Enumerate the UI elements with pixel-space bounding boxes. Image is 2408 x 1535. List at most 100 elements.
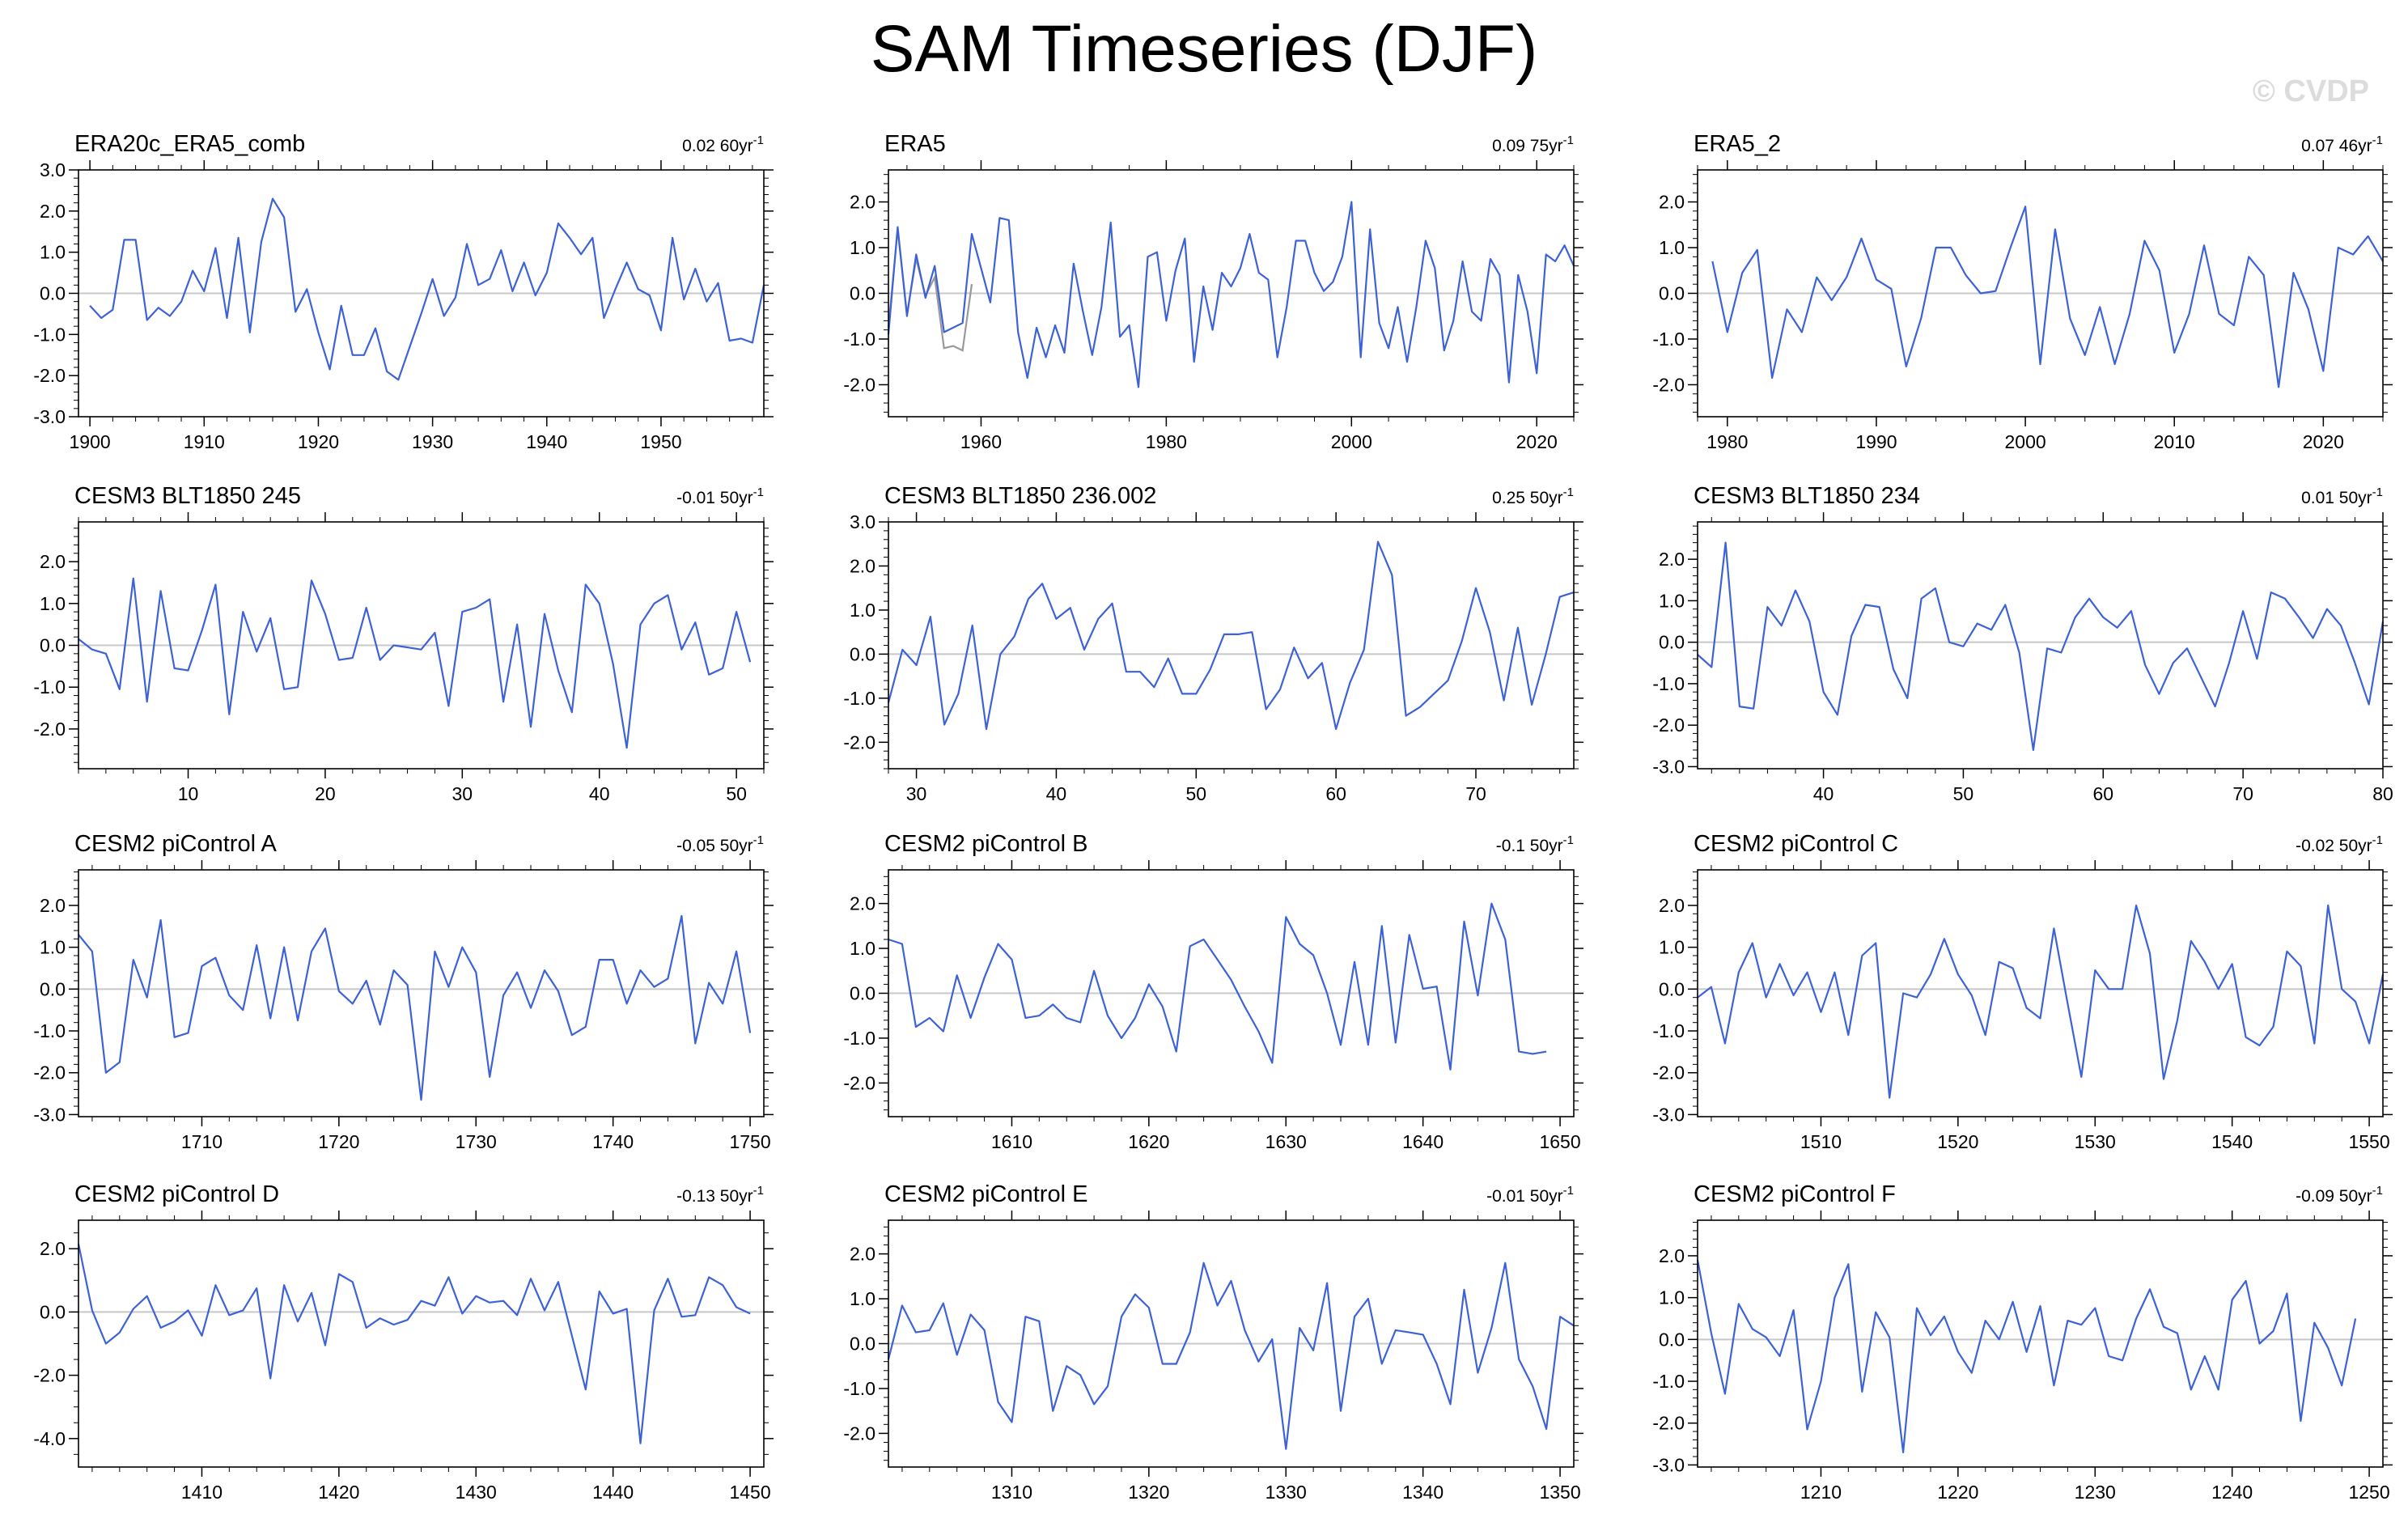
- x-tick-label: 40: [589, 783, 610, 804]
- trend-value: 0.07 46yr: [2301, 137, 2372, 155]
- y-tick-label: 3.0: [40, 159, 66, 180]
- y-tick-label: 2.0: [1659, 1245, 1685, 1266]
- x-tick-label: 1610: [991, 1131, 1032, 1152]
- panel-title: ERA5: [884, 131, 946, 157]
- x-tick-label: 1240: [2211, 1482, 2253, 1503]
- panel-6: CESM3 BLT1850 234 0.01 50yr-1 2.0 1.0 0.0 -1.…: [1652, 483, 2393, 804]
- trend-value: -0.05 50yr: [676, 837, 753, 855]
- x-tick-label: 1730: [456, 1131, 497, 1152]
- y-tick-label: 0.0: [850, 283, 875, 304]
- x-tick-label: 50: [726, 783, 747, 804]
- panel-title: CESM2 piControl E: [884, 1181, 1087, 1207]
- plot-frame: [1697, 1219, 2384, 1468]
- y-tick-label: 1.0: [1659, 1287, 1685, 1308]
- series-line: [1697, 904, 2385, 1099]
- y-tick-label: -2.0: [33, 1365, 66, 1386]
- panel-title: CESM2 piControl A: [74, 831, 277, 857]
- trend-exponent: -1: [2372, 486, 2383, 499]
- y-tick-label: 2.0: [850, 893, 875, 914]
- x-tick-label: 1740: [592, 1131, 634, 1152]
- plot-frame: [888, 521, 1575, 770]
- y-tick-label: 2.0: [1659, 895, 1685, 916]
- y-tick-label: -3.0: [33, 406, 66, 427]
- y-tick-label: 0.0: [40, 978, 66, 999]
- y-tick-label: -1.0: [33, 1020, 66, 1041]
- y-tick-label: 2.0: [40, 895, 66, 916]
- x-tick-label: 1550: [2348, 1131, 2389, 1152]
- y-tick-label: -1.0: [843, 688, 875, 709]
- x-tick-label: 1440: [592, 1482, 634, 1503]
- panel-10: CESM2 piControl D -0.13 50yr-1 2.0 0.0 -2.0 -…: [33, 1181, 774, 1503]
- panel-title: ERA20c_ERA5_comb: [74, 131, 305, 157]
- y-tick-label: -1.0: [1652, 329, 1685, 350]
- panel-8: CESM2 piControl B -0.1 50yr-1 2.0 1.0 0.0 -1.…: [843, 831, 1583, 1152]
- x-tick-label: 1450: [729, 1482, 770, 1503]
- x-tick-label: 1230: [2075, 1482, 2116, 1503]
- trend-label: 0.07 46yr-1: [2301, 134, 2383, 155]
- panel-title: CESM2 piControl C: [1694, 831, 1898, 857]
- y-tick-label: 2.0: [40, 1238, 66, 1259]
- y-tick-label: -3.0: [1652, 756, 1685, 777]
- x-tick-label: 1630: [1265, 1131, 1307, 1152]
- trend-exponent: -1: [2372, 134, 2383, 147]
- y-tick-label: -1.0: [33, 676, 66, 698]
- panel-9: CESM2 piControl C -0.02 50yr-1 2.0 1.0 0.0 -1…: [1652, 831, 2393, 1152]
- x-tick-label: 1710: [181, 1131, 223, 1152]
- y-tick-label: 1.0: [1659, 937, 1685, 958]
- y-tick-label: 0.0: [40, 635, 66, 656]
- series-line: [78, 577, 752, 749]
- trend-label: -0.13 50yr-1: [676, 1184, 764, 1206]
- trend-label: -0.02 50yr-1: [2296, 833, 2383, 855]
- y-tick-label: -2.0: [33, 719, 66, 740]
- trend-label: -0.01 50yr-1: [1486, 1184, 1574, 1206]
- y-tick-label: 0.0: [850, 1334, 875, 1355]
- y-tick-label: 1.0: [40, 242, 66, 263]
- x-tick-label: 60: [2092, 783, 2113, 804]
- x-tick-label: 2000: [2005, 431, 2046, 452]
- y-tick-label: -2.0: [843, 1072, 875, 1093]
- y-tick-label: 0.0: [1659, 283, 1685, 304]
- y-tick-label: 1.0: [850, 600, 875, 621]
- y-tick-label: 0.0: [850, 643, 875, 664]
- y-tick-label: -1.0: [1652, 1020, 1685, 1041]
- y-tick-label: 2.0: [850, 555, 875, 576]
- plot-frame: [1697, 521, 2384, 770]
- y-tick-label: 2.0: [850, 1244, 875, 1265]
- trend-value: -0.13 50yr: [676, 1187, 753, 1206]
- x-tick-label: 70: [1465, 783, 1486, 804]
- panel-7: CESM2 piControl A -0.05 50yr-1 2.0 1.0 0.0 -1…: [33, 831, 774, 1152]
- y-tick-label: 0.0: [1659, 632, 1685, 653]
- x-tick-label: 1910: [184, 431, 225, 452]
- trend-exponent: -1: [753, 833, 764, 847]
- trend-value: -0.01 50yr: [676, 489, 753, 507]
- x-tick-label: 1650: [1539, 1131, 1580, 1152]
- series-line: [1696, 1259, 2357, 1454]
- trend-label: 0.09 75yr-1: [1492, 134, 1574, 155]
- x-tick-label: 80: [2372, 783, 2393, 804]
- y-tick-label: 2.0: [850, 192, 875, 213]
- y-tick-label: 2.0: [40, 551, 66, 572]
- plot-frame: [78, 521, 765, 770]
- x-tick-label: 50: [1185, 783, 1206, 804]
- y-tick-label: 1.0: [850, 938, 875, 959]
- x-tick-label: 1530: [2075, 1131, 2116, 1152]
- trend-exponent: -1: [1563, 486, 1574, 499]
- x-tick-label: 1900: [70, 431, 111, 452]
- y-tick-label: -1.0: [1652, 673, 1685, 694]
- panel-3: ERA5_2 0.07 46yr-1 2.0 1.0 0.0 -1.0 -2.0 1980 19…: [1652, 131, 2393, 452]
- trend-exponent: -1: [2372, 1184, 2383, 1198]
- trend-value: 0.02 60yr: [682, 137, 753, 155]
- x-tick-label: 2000: [1331, 431, 1372, 452]
- x-tick-label: 1960: [960, 431, 1002, 452]
- y-tick-label: 2.0: [40, 201, 66, 222]
- x-tick-label: 70: [2232, 783, 2253, 804]
- x-tick-label: 1340: [1402, 1482, 1444, 1503]
- x-tick-label: 1220: [1937, 1482, 1978, 1503]
- trend-exponent: -1: [753, 486, 764, 499]
- trend-exponent: -1: [1563, 134, 1574, 147]
- y-tick-label: 0.0: [850, 983, 875, 1004]
- y-tick-label: -4.0: [33, 1428, 66, 1449]
- x-tick-label: 1420: [318, 1482, 359, 1503]
- y-tick-label: 1.0: [850, 237, 875, 258]
- x-tick-label: 1210: [1800, 1482, 1842, 1503]
